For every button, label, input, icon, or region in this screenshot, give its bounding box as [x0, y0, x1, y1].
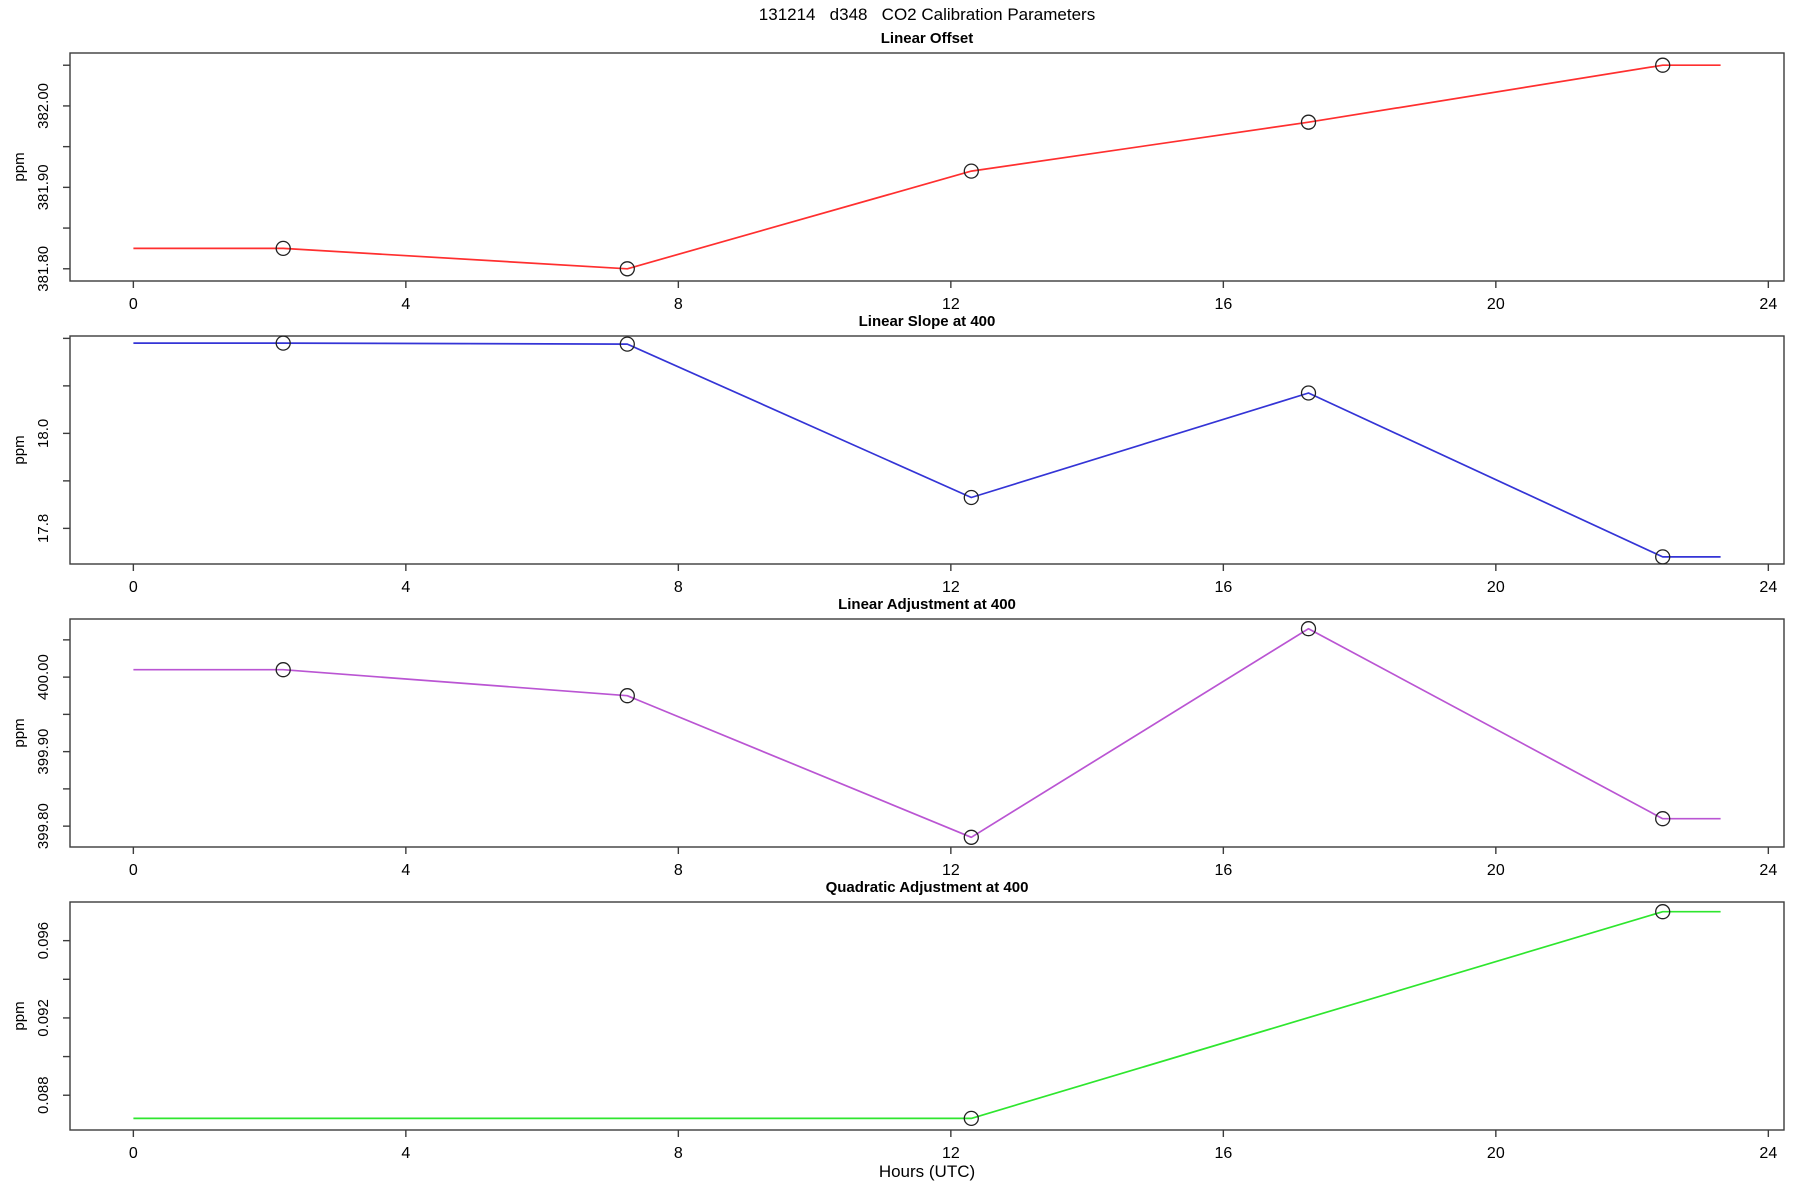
linear-slope-plot: 0 4 8 12 16 20 24 17.8 18.0 ppm	[11, 335, 1785, 596]
figure-title: 131214 d348 CO2 Calibration Parameters	[758, 5, 1096, 24]
plot-border	[69, 901, 1785, 1131]
data-point-marker	[619, 261, 635, 277]
data-point-marker	[619, 688, 635, 704]
y-tick-label: 399.90	[35, 729, 52, 775]
data-point-marker	[275, 335, 291, 351]
plot-border	[69, 335, 1785, 565]
x-tick-label: 24	[1759, 579, 1777, 596]
x-tick-label: 20	[1487, 296, 1505, 313]
x-axis-label: Hours (UTC)	[878, 1162, 976, 1181]
plot-border	[69, 618, 1785, 848]
x-tick-label: 24	[1759, 296, 1777, 313]
data-line	[133, 627, 1721, 839]
x-tick-label: 4	[401, 862, 410, 879]
plot-border	[69, 52, 1785, 282]
x-tick-label: 16	[1214, 1145, 1232, 1162]
x-tick-label: 8	[674, 1145, 683, 1162]
y-tick-label: 382.00	[35, 83, 52, 129]
x-tick-label: 0	[129, 579, 138, 596]
panel-linear-adjustment: Linear Adjustment at 400 0 4 8 12 16 20 24 399.…	[0, 596, 1800, 879]
data-point-marker	[1300, 621, 1317, 637]
x-tick-label: 12	[942, 1145, 960, 1162]
panel-linear-slope: Linear Slope at 400 0 4 8 12 16 20 24 17.8 18.0 p…	[0, 313, 1800, 596]
data-point-marker	[1300, 385, 1317, 401]
x-tick-label: 12	[942, 579, 960, 596]
y-tick-label: 0.096	[35, 922, 52, 960]
y-tick-label: 17.8	[35, 514, 52, 543]
panel-title-linear-adjustment: Linear Adjustment at 400	[838, 596, 1016, 613]
x-tick-label: 16	[1214, 862, 1232, 879]
x-tick-label: 8	[674, 862, 683, 879]
data-point-marker	[963, 163, 979, 179]
y-tick-label: 0.092	[35, 999, 52, 1037]
data-point-marker	[1655, 549, 1671, 565]
data-point-marker	[1300, 114, 1317, 130]
y-tick-label: 381.80	[35, 246, 52, 292]
y-tick-label: 400.00	[35, 654, 52, 700]
x-tick-label: 16	[1214, 579, 1232, 596]
x-tick-label: 12	[942, 862, 960, 879]
x-tick-label: 4	[401, 296, 410, 313]
x-tick-label: 0	[129, 862, 138, 879]
panel-quadratic-adjustment: Quadratic Adjustment at 400 0 4 8 12 16 20 24 0…	[0, 879, 1800, 1162]
x-tick-label: 0	[129, 1145, 138, 1162]
x-tick-label: 8	[674, 296, 683, 313]
y-axis-label: ppm	[11, 718, 28, 747]
y-tick-label: 18.0	[35, 419, 52, 448]
data-point-marker	[1655, 811, 1671, 827]
linear-adjustment-plot: 0 4 8 12 16 20 24 399.80 399.90 400.00 ppm	[11, 618, 1785, 879]
panel-title-linear-slope: Linear Slope at 400	[858, 313, 996, 330]
y-tick-label: 381.90	[35, 164, 52, 210]
panel-linear-offset: Linear Offset 0 4 8 12 16 20 24 381.80 381.90 382…	[0, 30, 1800, 313]
data-point-marker	[963, 1110, 979, 1127]
data-point-marker	[963, 829, 979, 845]
data-line	[133, 910, 1721, 1120]
x-tick-label: 20	[1487, 579, 1505, 596]
y-tick-label: 399.80	[35, 803, 52, 849]
data-point-marker	[275, 662, 291, 678]
data-line	[133, 64, 1721, 270]
x-tick-label: 20	[1487, 1145, 1505, 1162]
x-tick-label: 24	[1759, 862, 1777, 879]
x-tick-label: 20	[1487, 862, 1505, 879]
y-axis-label: ppm	[11, 1001, 28, 1030]
x-tick-label: 24	[1759, 1145, 1777, 1162]
data-point-marker	[963, 489, 979, 506]
data-point-marker	[619, 336, 635, 352]
panel-title-linear-offset: Linear Offset	[880, 30, 974, 47]
x-tick-label: 12	[942, 296, 960, 313]
data-point-marker	[1655, 57, 1671, 73]
quadratic-adjustment-plot: 0 4 8 12 16 20 24 0.088 0.092 0.096 ppm	[11, 901, 1785, 1162]
y-axis-label: ppm	[11, 435, 28, 464]
data-point-marker	[1655, 904, 1671, 920]
x-tick-label: 4	[401, 579, 410, 596]
data-line	[133, 342, 1721, 558]
panel-title-quadratic-adjustment: Quadratic Adjustment at 400	[825, 879, 1029, 896]
y-axis-label: ppm	[11, 152, 28, 181]
x-tick-label: 16	[1214, 296, 1232, 313]
y-tick-label: 0.088	[35, 1076, 52, 1114]
linear-offset-plot: 0 4 8 12 16 20 24 381.80 381.90 382.00 ppm	[11, 52, 1785, 313]
data-point-marker	[275, 240, 291, 257]
x-tick-label: 4	[401, 1145, 410, 1162]
x-tick-label: 0	[129, 296, 138, 313]
x-tick-label: 8	[674, 579, 683, 596]
